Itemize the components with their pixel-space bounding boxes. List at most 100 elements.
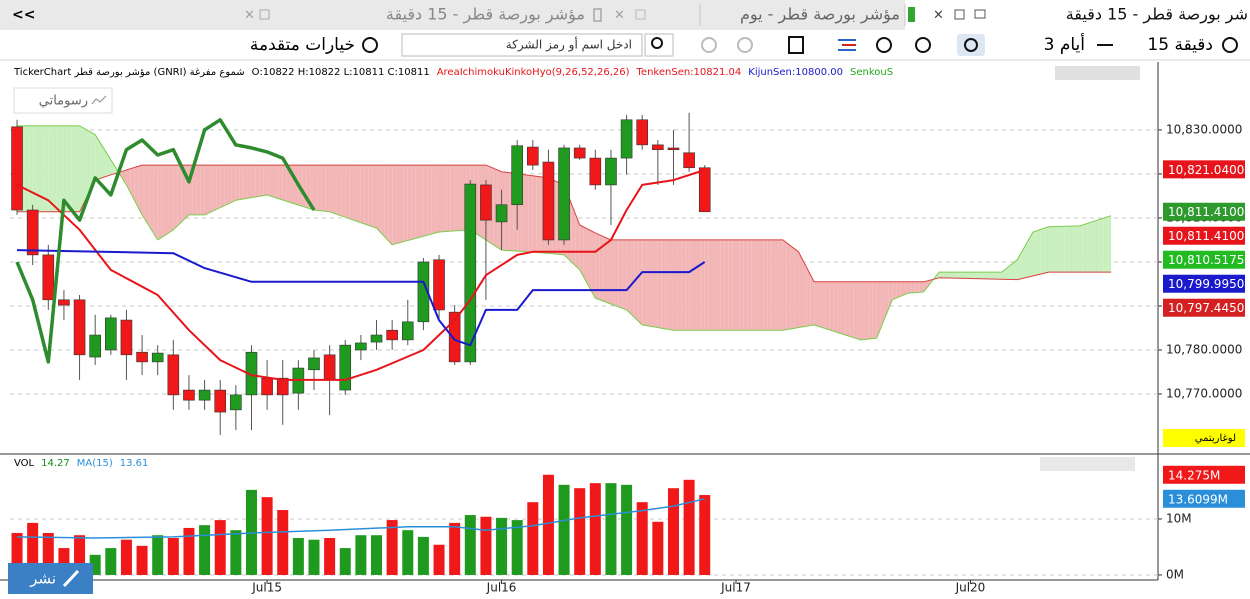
tool-icon: [964, 38, 978, 52]
volume-bar: [605, 483, 617, 575]
cloud-fill: [271, 165, 275, 198]
tab[interactable]: شر بورصة قطر - 15 دقيقة: [1066, 5, 1248, 25]
cloud-fill: [525, 174, 529, 252]
search-placeholder[interactable]: ادخل اسم أو رمز الشركة: [506, 37, 632, 53]
tab-icon[interactable]: [259, 9, 270, 20]
tab-icon[interactable]: [954, 9, 965, 20]
candle-body: [58, 299, 70, 306]
collapse-tabs[interactable]: <<: [12, 7, 35, 23]
cloud-fill: [181, 165, 186, 223]
panel-controls[interactable]: [1055, 66, 1140, 80]
cloud-fill: [44, 125, 49, 212]
cloud-fill: [24, 125, 29, 212]
cloud-fill: [52, 125, 57, 212]
tool-icon[interactable]: [915, 37, 931, 53]
cloud-fill: [978, 272, 983, 279]
cloud-fill: [364, 165, 369, 226]
log-button-label[interactable]: لوغاريتمي: [1195, 433, 1236, 444]
redo-icon[interactable]: [737, 37, 753, 53]
cloud-fill: [415, 165, 420, 239]
cloud-fill: [904, 281, 908, 295]
volume-bar: [42, 532, 54, 575]
cloud-fill: [87, 130, 92, 196]
volume-bar: [74, 535, 86, 575]
cloud-fill: [1025, 238, 1030, 278]
cloud-fill: [56, 125, 61, 212]
cloud-fill: [356, 165, 361, 223]
price-plot: [11, 112, 1112, 435]
cloud-fill: [454, 165, 459, 231]
cloud-fill: [263, 165, 268, 196]
cloud-fill: [91, 132, 96, 188]
tab[interactable]: مؤشر بورصة قطر - يوم: [740, 5, 900, 25]
cloud-fill: [493, 168, 498, 248]
period[interactable]: 3 أيام: [1044, 33, 1085, 55]
panel-controls[interactable]: [1040, 457, 1135, 471]
cloud-fill: [841, 281, 846, 336]
tab-close[interactable]: ×: [244, 8, 255, 23]
tab-icon: [593, 8, 602, 22]
volume-bar: [433, 544, 445, 575]
info-text: 14.27: [41, 458, 70, 469]
publish-label[interactable]: نشر: [29, 570, 56, 588]
cloud-fill: [724, 239, 729, 331]
cloud-fill: [60, 125, 64, 212]
search-box[interactable]: [401, 33, 643, 57]
advanced-options[interactable]: خيارات متقدمة: [250, 35, 355, 55]
volume-bar: [464, 515, 476, 575]
cloud-fill: [325, 165, 330, 212]
cloud-fill: [704, 239, 709, 331]
cloud-fill: [802, 259, 807, 327]
price-tag: [1163, 298, 1245, 317]
cloud-fill: [583, 226, 588, 284]
tool-icon[interactable]: [788, 36, 804, 54]
cloud-fill: [157, 165, 162, 240]
candle-body: [120, 319, 133, 356]
cloud-fill: [685, 239, 690, 331]
cloud-fill: [536, 176, 541, 253]
drawings-button[interactable]: [13, 87, 113, 114]
cloud-fill: [1017, 252, 1022, 280]
y-tick-label: 0M: [1166, 567, 1184, 581]
cloud-fill: [829, 281, 834, 332]
cloud-fill: [130, 167, 135, 200]
cloud-fill: [974, 272, 979, 279]
undo-icon[interactable]: [701, 37, 717, 53]
tab-icon[interactable]: [635, 9, 646, 20]
volume-bar: [574, 488, 586, 575]
tool-icon[interactable]: [876, 37, 892, 53]
candle-body: [105, 317, 117, 351]
price-tag-label: 10,797.4450: [1168, 301, 1244, 315]
cloud-fill: [177, 165, 182, 227]
active-tab[interactable]: [905, 0, 1250, 30]
cloud-fill: [1044, 226, 1049, 274]
cloud-fill: [681, 239, 686, 331]
cloud-fill: [149, 165, 154, 234]
cloud-fill: [775, 239, 779, 331]
cloud-fill: [825, 281, 830, 330]
cloud-fill: [505, 172, 510, 251]
cloud-fill: [380, 165, 385, 237]
cloud-fill: [587, 228, 592, 292]
cloud-fill: [63, 125, 68, 212]
price-tag-label: 13.6099M: [1168, 492, 1228, 506]
candle-body: [355, 342, 367, 351]
cloud-fill: [388, 165, 393, 245]
drawings-button-label[interactable]: رسوماتي: [39, 94, 88, 109]
cloud-fill: [614, 239, 619, 307]
cloud-fill: [575, 214, 580, 270]
tab-close[interactable]: ×: [614, 8, 625, 23]
interval[interactable]: 15 دقيقة: [1147, 35, 1213, 55]
cloud-fill: [458, 165, 463, 231]
publish-button[interactable]: [8, 563, 93, 594]
tab-close[interactable]: ×: [933, 8, 944, 23]
cloud-fill: [763, 239, 768, 331]
log-button[interactable]: [1163, 429, 1245, 447]
draw-tool[interactable]: [957, 34, 985, 56]
tab-icon[interactable]: [974, 9, 986, 19]
cloud-fill: [650, 239, 654, 327]
tab[interactable]: مؤشر بورصة قطر - 15 دقيقة: [386, 5, 585, 25]
search-button[interactable]: [644, 33, 674, 57]
clock-icon[interactable]: [1222, 37, 1238, 53]
gear-icon[interactable]: [362, 37, 378, 53]
